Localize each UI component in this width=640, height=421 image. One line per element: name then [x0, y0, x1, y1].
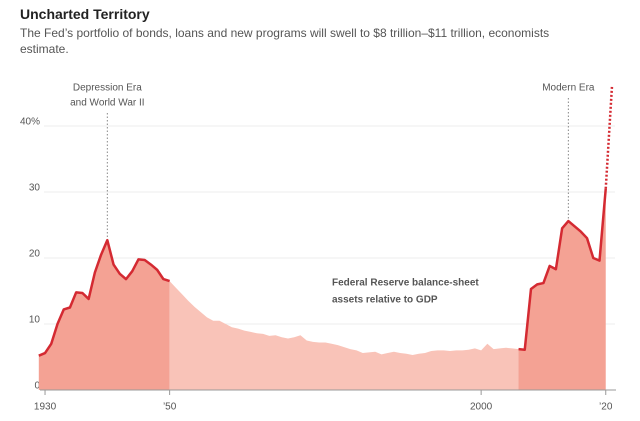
- annotation-text: Depression Era: [73, 83, 142, 94]
- area: [518, 188, 606, 390]
- y-tick-label: 30: [29, 183, 41, 194]
- x-tick-label: ’20: [599, 402, 613, 413]
- chart-label: assets relative to GDP: [332, 295, 438, 306]
- x-tick-label: 2000: [470, 402, 493, 413]
- x-tick-label: 1930: [34, 402, 57, 413]
- chart-label: Federal Reserve balance-sheet: [332, 278, 479, 289]
- x-tick-label: ’50: [163, 402, 177, 413]
- y-tick-label: 0: [34, 381, 40, 392]
- line: [38, 238, 171, 357]
- area: [38, 240, 170, 390]
- header: Uncharted Territory The Fed’s portfolio …: [20, 6, 600, 57]
- annotation-text: Modern Era: [542, 83, 595, 94]
- line: [518, 188, 607, 351]
- y-tick-label: 40%: [20, 117, 40, 128]
- area: [169, 281, 519, 390]
- y-tick-label: 20: [29, 249, 41, 260]
- y-tick-label: 10: [29, 315, 41, 326]
- annotation-text: and World War II: [70, 98, 144, 109]
- chart-subtitle: The Fed’s portfolio of bonds, loans and …: [20, 26, 550, 56]
- chart-title: Uncharted Territory: [20, 6, 150, 22]
- line: [604, 86, 614, 189]
